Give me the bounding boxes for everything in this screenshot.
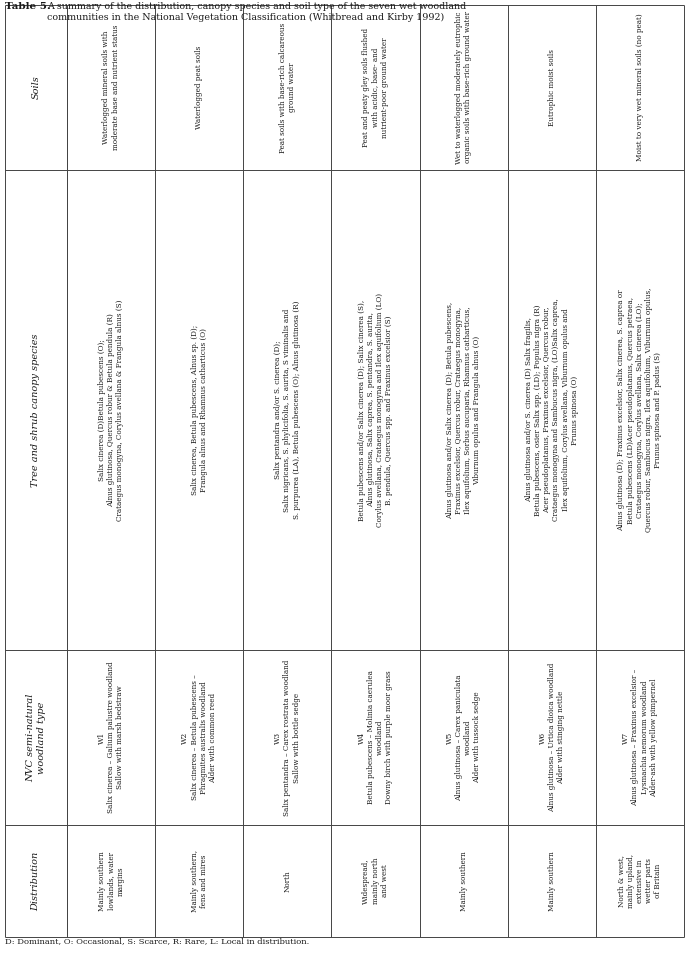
Text: Alnus glutinosa and/or Salix cinerea (D); Betula pubescens,
Fraxinus excelsior, : Alnus glutinosa and/or Salix cinerea (D)… (446, 302, 482, 519)
Text: W6
Alnus glutinosa – Urtica dioica woodland
Alder with stinging nettle: W6 Alnus glutinosa – Urtica dioica woodl… (539, 663, 565, 812)
Text: W4
Betula pubescens – Molinia caerulea
woodland
Downy birch with purple moor gra: W4 Betula pubescens – Molinia caerulea w… (358, 670, 393, 804)
Text: W2
Salix cinerea – Betula pubescens –
Phragmites australis woodland
Alder with c: W2 Salix cinerea – Betula pubescens – Ph… (181, 674, 217, 800)
Text: North & west,
mainly upland,
extensive in
wetter parts
of Britain: North & west, mainly upland, extensive i… (617, 854, 662, 908)
Text: Wet to waterlogged moderately eutrophic
organic soils with base-rich ground wate: Wet to waterlogged moderately eutrophic … (455, 11, 472, 163)
Text: Peat and peaty gley soils flushed
with acidic, base- and
nutrient-poor ground wa: Peat and peaty gley soils flushed with a… (362, 28, 389, 147)
Text: Eutrophic moist soils: Eutrophic moist soils (548, 49, 556, 126)
Text: Distribution: Distribution (32, 851, 41, 911)
Text: W3
Salix pentandra – Carex rostrata woodland
Sallow with bottle sedge: W3 Salix pentandra – Carex rostrata wood… (274, 659, 300, 816)
Text: W1
Salix cinerea – Galium palustre woodland
Sallow with marsh bedstraw: W1 Salix cinerea – Galium palustre woodl… (98, 662, 124, 814)
Text: Peat soils with base-rich calcareous
ground water: Peat soils with base-rich calcareous gro… (279, 22, 296, 153)
Text: Moist to very wet mineral soils (no peat): Moist to very wet mineral soils (no peat… (636, 13, 644, 161)
Text: Mainly southern
lowlands, water
margins: Mainly southern lowlands, water margins (98, 851, 124, 911)
Text: North: North (283, 870, 291, 892)
Text: W5
Alnus glutinosa – Carex paniculata
woodland
Alder with tussock sedge: W5 Alnus glutinosa – Carex paniculata wo… (446, 674, 482, 800)
Text: D: Dominant, O: Occasional, S: Scarce, R: Rare, L: Local in distribution.: D: Dominant, O: Occasional, S: Scarce, R… (5, 937, 309, 945)
Text: Mainly southern: Mainly southern (460, 851, 468, 911)
Text: NVC semi-natural
woodland type: NVC semi-natural woodland type (26, 693, 45, 782)
Text: Alnus glutinosa and/or S. cinerea (D) Salix fragilis,
Betula pubescens, osier Sa: Alnus glutinosa and/or S. cinerea (D) Sa… (525, 299, 579, 521)
Text: Waterlogged mineral soils with
moderate base and nutrient status: Waterlogged mineral soils with moderate … (103, 25, 120, 150)
Text: Mainly southern,
fens and mires: Mainly southern, fens and mires (191, 850, 208, 912)
Text: Soils: Soils (32, 75, 41, 99)
Text: Alnus glutinosa (D); Fraxinus excelsior, Salix cinerea, S. caprea or
Betula pube: Alnus glutinosa (D); Fraxinus excelsior,… (617, 287, 662, 532)
Text: A summary of the distribution, canopy species and soil type of the seven wet woo: A summary of the distribution, canopy sp… (47, 2, 466, 22)
Text: Widespread,
mainly north
and west: Widespread, mainly north and west (362, 858, 389, 904)
Text: W7
Alnus glutinosa – Fraxinus excelsior –
Lysmachia nemorum woodland
Alder-ash w: W7 Alnus glutinosa – Fraxinus excelsior … (622, 668, 658, 806)
Text: Table 5.: Table 5. (5, 2, 50, 11)
Text: Salix cinerea, Betula pubescens, Alnus sp. (D);
Frangula alnus and Rhamnus catha: Salix cinerea, Betula pubescens, Alnus s… (191, 325, 208, 495)
Text: Betula pubescens and/or Salix cinerea (D); Salix cinerea (S),
Alnus glutinosa, S: Betula pubescens and/or Salix cinerea (D… (358, 293, 393, 527)
Text: Tree and shrub canopy species: Tree and shrub canopy species (32, 333, 41, 487)
Text: Salix pentandra and/or S. cinerea (D);
Salix nigricans, S. phylicifolia, S. auri: Salix pentandra and/or S. cinerea (D); S… (274, 301, 300, 520)
Text: Salix cinerea (D)Betula pubescens (O);
Alnus glutinosa, Quercus robur & Betula p: Salix cinerea (D)Betula pubescens (O); A… (98, 299, 124, 520)
Text: Mainly southern: Mainly southern (548, 851, 556, 911)
Text: Waterlogged peat soils: Waterlogged peat soils (195, 46, 203, 129)
